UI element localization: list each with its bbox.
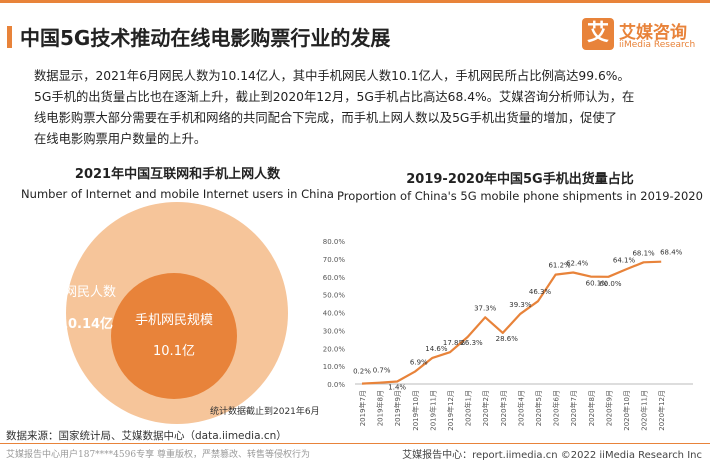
right-chart-title-cn: 2019-2020年中国5G手机出货量占比 (406, 172, 634, 187)
x-tick-label: 2020年5月 (534, 390, 543, 426)
x-tick-label: 2020年7月 (569, 390, 578, 426)
y-tick-label: 80.0% (323, 238, 346, 246)
left-chart-note: 统计数据截止到2021年6月 (210, 407, 320, 417)
data-label: 60.0% (599, 280, 622, 288)
logo-name-en: iiMedia Research (619, 40, 696, 50)
x-tick-label: 2020年11月 (640, 390, 649, 431)
inner-circle-label: 手机网民规模 (135, 313, 213, 328)
data-label: 17.8% (443, 339, 466, 347)
x-tick-label: 2020年9月 (604, 390, 613, 426)
intro-line: 数据显示，2021年6月网民人数为10.14亿人，其中手机网民人数10.1亿人，… (34, 69, 630, 83)
copyright-watermark: 艾媒报告中心用户187****4596专享 尊重版权，严禁篡改、转售等侵权行为 (6, 450, 310, 460)
y-tick-label: 0.0% (327, 381, 345, 389)
data-label: 39.3% (509, 301, 532, 309)
data-label: 68.4% (660, 249, 683, 257)
left-chart-title-cn: 2021年中国互联网和手机上网人数 (74, 167, 281, 182)
top-accent-bar (0, 0, 710, 3)
data-label: 0.7% (373, 367, 391, 375)
outer-circle-label: 网民人数 (64, 285, 116, 300)
x-tick-label: 2020年1月 (464, 390, 473, 426)
intro-line: 线电影购票大部分需要在手机和网络的共同配合下完成，而手机上网人数以及5G手机出货… (34, 111, 618, 125)
x-tick-label: 2020年6月 (552, 390, 561, 426)
data-label: 0.2% (353, 368, 371, 376)
outer-circle-value: 10.14亿 (59, 316, 113, 332)
y-tick-label: 70.0% (323, 256, 346, 264)
data-label: 62.4% (566, 259, 589, 267)
x-tick-label: 2020年3月 (499, 390, 508, 426)
data-label: 68.1% (632, 249, 655, 257)
inner-circle-mobile-users (111, 273, 237, 399)
data-label: 1.4% (388, 383, 406, 391)
y-tick-label: 50.0% (323, 292, 346, 300)
inner-circle-value: 10.1亿 (153, 344, 195, 359)
footer-divider (0, 443, 710, 444)
y-tick-label: 60.0% (323, 274, 346, 282)
intro-line: 在线电影购票用户数量的上升。 (34, 132, 207, 146)
x-tick-label: 2019年7月 (358, 390, 367, 426)
data-label: 26.3% (460, 339, 483, 347)
x-tick-label: 2020年8月 (587, 390, 596, 426)
data-label: 61.2% (548, 262, 571, 270)
intro-paragraph: 数据显示，2021年6月网民人数为10.14亿人，其中手机网民人数10.1亿人，… (34, 66, 694, 150)
data-label: 14.6% (425, 345, 448, 353)
footer-credit: 艾媒报告中心：report.iimedia.cn ©2022 iiMedia R… (402, 450, 702, 461)
x-tick-label: 2019年9月 (393, 390, 402, 426)
y-tick-label: 10.0% (323, 363, 346, 371)
right-chart-title-en: Proportion of China's 5G mobile phone sh… (337, 189, 703, 203)
y-tick-label: 40.0% (323, 310, 346, 318)
data-source: 数据来源：国家统计局、艾媒数据中心（data.iimedia.cn） (6, 430, 287, 442)
title-accent (7, 26, 12, 48)
logo-name-cn: 艾媒咨询 (619, 23, 687, 43)
logo-mark: 艾 (582, 18, 614, 50)
x-tick-label: 2020年2月 (481, 390, 490, 426)
series-line-5g-share (361, 260, 662, 385)
x-tick-label: 2020年12月 (657, 390, 666, 431)
x-tick-label: 2019年8月 (376, 390, 385, 426)
x-tick-label: 2020年10月 (622, 390, 631, 431)
data-label: 60.1% (586, 280, 609, 288)
y-tick-label: 20.0% (323, 345, 346, 353)
x-tick-label: 2019年12月 (446, 390, 455, 431)
x-tick-label: 2019年10月 (411, 390, 420, 431)
data-label: 28.6% (496, 335, 519, 343)
intro-line: 5G手机的出货量占比也在逐渐上升，截止到2020年12月，5G手机占比高达68.… (34, 90, 635, 104)
left-chart-title-en-line1: Number of Internet and mobile Internet u… (21, 187, 334, 201)
y-tick-label: 30.0% (323, 327, 346, 335)
data-label: 6.9% (410, 359, 428, 367)
x-tick-label: 2020年4月 (516, 390, 525, 426)
data-label: 64.1% (613, 256, 636, 264)
iimedia-logo: 艾 艾媒咨询 iiMedia Research (582, 16, 700, 56)
data-label: 46.3% (529, 288, 552, 296)
data-label: 37.3% (474, 304, 497, 312)
x-tick-label: 2019年11月 (428, 390, 437, 431)
page-title: 中国5G技术推动在线电影购票行业的发展 (20, 26, 391, 50)
